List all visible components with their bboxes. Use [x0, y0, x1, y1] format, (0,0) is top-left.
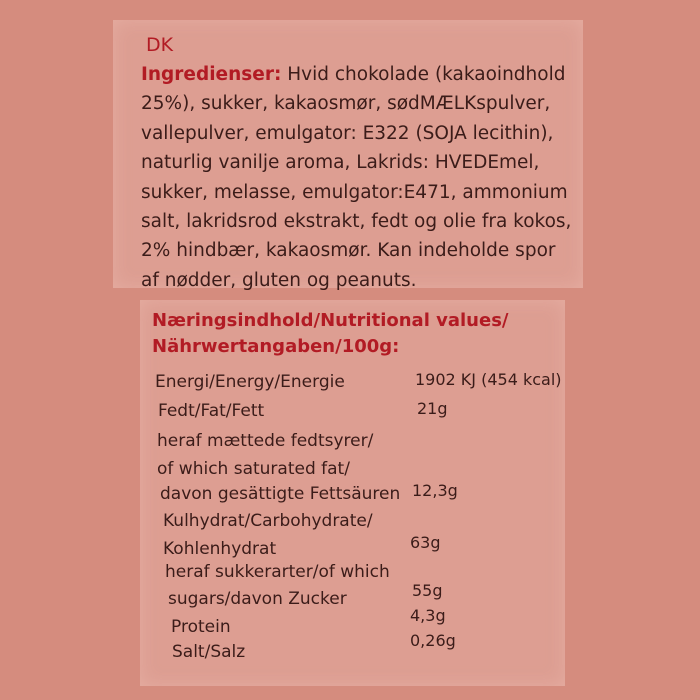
nutrition-row-label: Energi/Energy/Energie [155, 372, 345, 392]
nutrition-row-label: Salt/Salz [172, 642, 246, 662]
ingredients-line: salt, lakridsrod ekstrakt, fedt og olie … [141, 211, 572, 233]
nutrition-title-line: Næringsindhold/Nutritional values/ [152, 310, 509, 331]
nutrition-row-value: 12,3g [412, 481, 458, 500]
nutrition-row-label: Kulhydrat/Carbohydrate/ [163, 511, 373, 531]
ingredients-label: Ingredienser: [141, 64, 282, 85]
nutrition-row-label: heraf sukkerarter/of which [165, 562, 390, 582]
nutrition-row-label: heraf mættede fedtsyrer/ [157, 431, 374, 451]
nutrition-row-label: Fedt/Fat/Fett [158, 401, 265, 421]
nutrition-row-value: 4,3g [410, 606, 446, 625]
nutrition-row-value: 55g [412, 581, 443, 600]
ingredients-line: Hvid chokolade (kakaoindhold [287, 64, 566, 85]
ingredients-line: sukker, melasse, emulgator:E471, ammoniu… [141, 181, 568, 203]
language-code: DK [146, 34, 174, 56]
ingredients-line: 2% hindbær, kakaosmør. Kan indeholde spo… [141, 240, 556, 262]
nutrition-panel [140, 300, 565, 686]
ingredients-line: naturlig vanilje aroma, Lakrids: HVEDEme… [141, 152, 540, 174]
nutrition-row-label: sugars/davon Zucker [168, 589, 347, 609]
nutrition-row-label: Protein [171, 617, 231, 637]
ingredients-text: Ingredienser: Hvid chokolade (kakaoindho… [141, 60, 591, 295]
nutrition-row-value: 1902 KJ (454 kcal) [415, 370, 562, 389]
ingredients-line: af nødder, gluten og peanuts. [141, 269, 417, 291]
ingredients-line: 25%), sukker, kakaosmør, sødMÆLKspulver, [141, 93, 551, 115]
nutrition-row-value: 21g [417, 399, 448, 418]
ingredients-panel [113, 20, 583, 288]
nutrition-row-label: Kohlenhydrat [163, 539, 277, 559]
nutrition-title: Næringsindhold/Nutritional values/ Nährw… [152, 308, 572, 360]
nutrition-row-value: 0,26g [410, 631, 456, 650]
nutrition-row-label: of which saturated fat/ [157, 459, 350, 479]
nutrition-title-line: Nährwertangaben/100g: [152, 336, 400, 357]
nutrition-row-value: 63g [410, 533, 441, 552]
ingredients-line: vallepulver, emulgator: E322 (SOJA lecit… [141, 122, 554, 144]
nutrition-row-label: davon gesättigte Fettsäuren [160, 484, 401, 504]
